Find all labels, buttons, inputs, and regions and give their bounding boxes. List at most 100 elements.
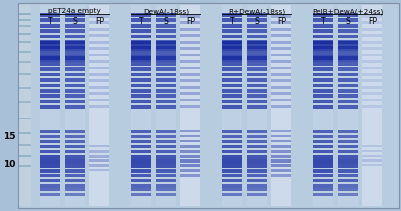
Bar [131,67,151,71]
Bar [222,55,242,62]
Bar [180,28,200,31]
Bar [271,86,292,89]
Bar [338,19,358,22]
Bar [247,62,267,65]
Bar [338,29,358,33]
Bar [247,19,267,22]
Bar [19,155,31,157]
Bar [180,34,200,37]
Bar [271,135,292,137]
Bar [65,78,85,82]
Bar [156,35,176,38]
Bar [180,130,200,132]
Bar [131,78,151,82]
Bar [271,79,292,82]
Bar [131,169,151,173]
Bar [89,155,109,158]
Text: T: T [230,17,235,26]
Bar [19,132,31,134]
Bar [338,62,358,65]
Bar [363,54,383,57]
Bar [222,84,242,87]
Bar [247,13,267,17]
Bar [338,73,358,76]
Bar [363,145,383,147]
Bar [156,67,176,71]
Bar [180,60,200,63]
Bar [313,89,333,93]
Bar [313,51,333,55]
Bar [156,145,176,148]
Bar [271,60,292,63]
Bar [156,179,176,183]
Bar [40,159,60,164]
Bar [271,66,292,69]
Bar [89,99,109,101]
Text: FP: FP [277,17,286,26]
Bar [338,140,358,143]
Bar [19,33,31,35]
Bar [156,57,176,60]
Bar [247,57,267,60]
Bar [363,155,383,157]
Bar [131,46,151,49]
Bar [180,41,200,44]
Bar [40,24,60,27]
Bar [180,22,200,24]
Bar [131,41,151,51]
Bar [338,135,358,138]
Bar [131,24,151,27]
Bar [19,101,31,103]
Bar [222,46,242,49]
Bar [65,95,85,98]
Bar [180,5,200,206]
Bar [180,155,200,158]
Bar [247,130,267,133]
Bar [313,179,333,183]
Bar [247,73,267,76]
Bar [222,73,242,76]
Bar [363,150,383,152]
Bar [338,13,358,17]
Bar [338,46,358,49]
Bar [222,155,242,159]
Bar [222,193,242,196]
Bar [65,73,85,76]
Bar [65,55,85,62]
Bar [40,35,60,38]
Bar [313,193,333,196]
Bar [222,89,242,93]
Bar [247,145,267,148]
Bar [40,95,60,98]
Bar [363,159,383,162]
Bar [40,84,60,87]
Bar [131,155,151,159]
Bar [363,5,383,206]
Text: DewA(-18ss): DewA(-18ss) [143,8,189,15]
Bar [338,84,358,87]
Bar [131,95,151,98]
Bar [89,22,109,24]
Bar [363,164,383,166]
Bar [156,105,176,109]
Bar [271,28,292,31]
Bar [40,57,60,60]
Bar [156,174,176,177]
Bar [338,41,358,51]
Bar [65,24,85,27]
Text: T: T [321,17,326,26]
Bar [247,40,267,44]
Bar [271,22,292,24]
Bar [131,135,151,138]
Bar [222,130,242,133]
Bar [338,105,358,109]
Bar [271,73,292,76]
Bar [180,174,200,177]
Bar [89,105,109,108]
Bar [65,145,85,148]
Bar [65,41,85,51]
Bar [89,73,109,76]
Bar [40,193,60,196]
Bar [89,47,109,50]
Bar [313,35,333,38]
